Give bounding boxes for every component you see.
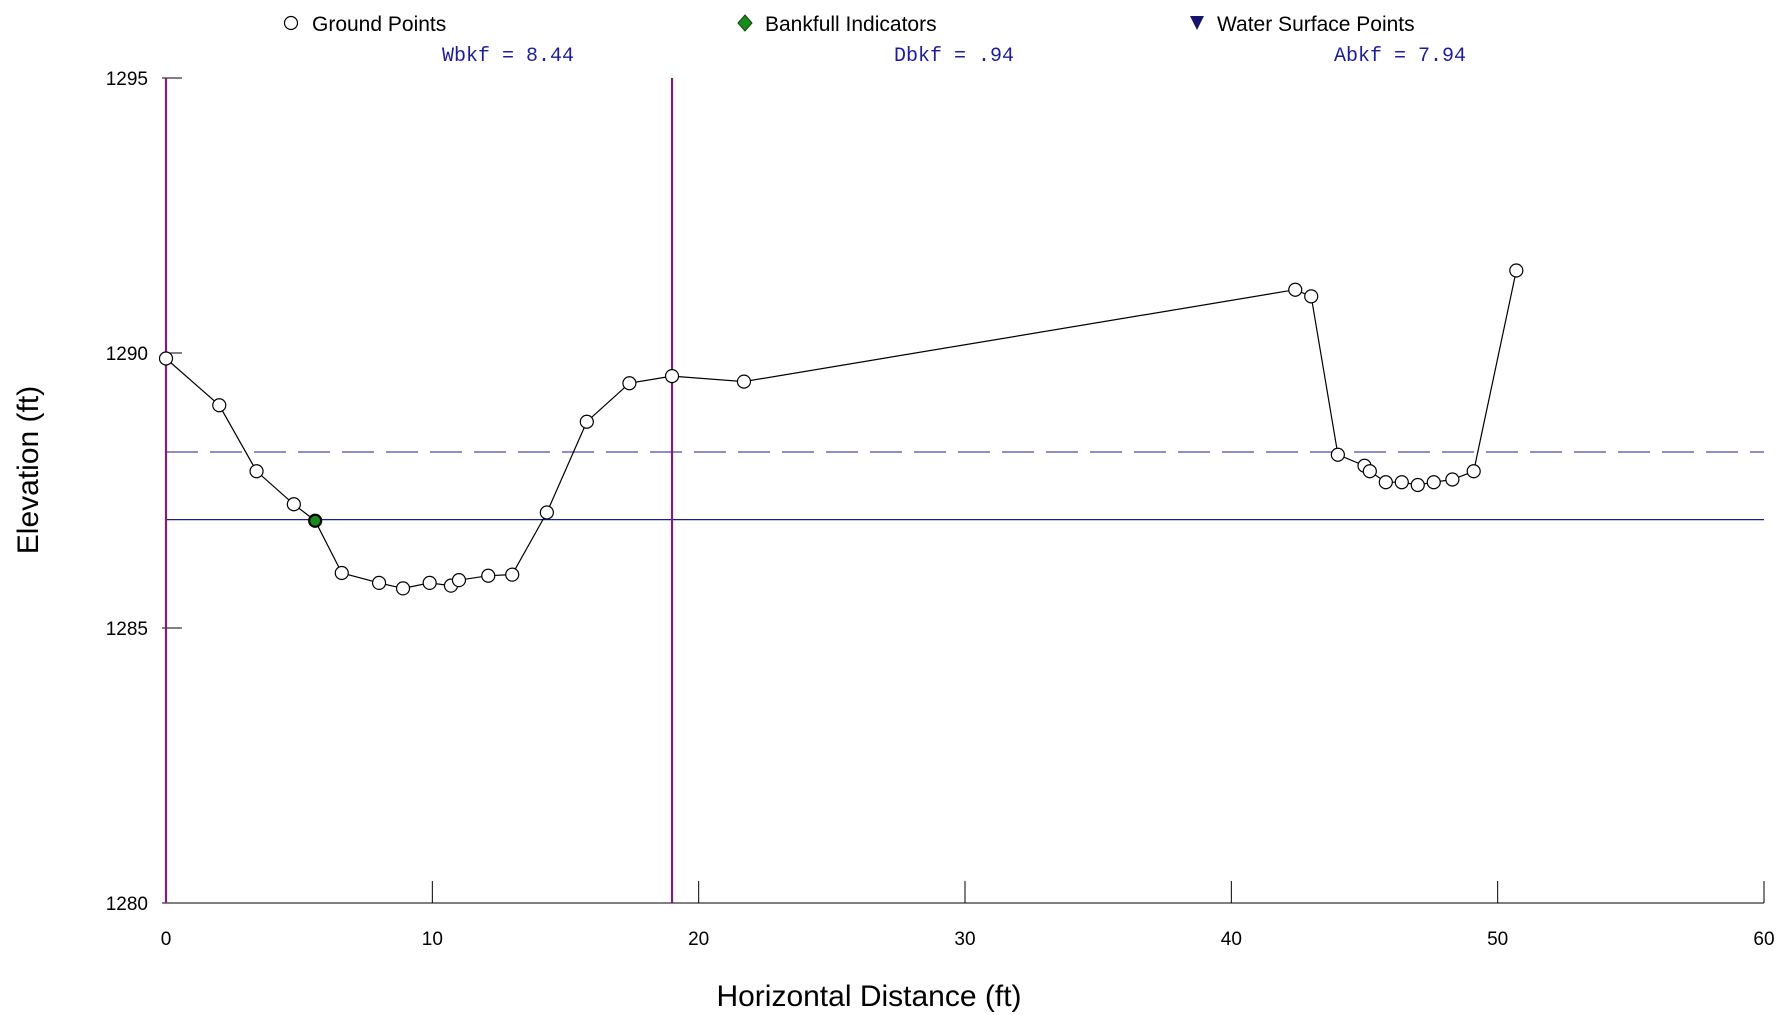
x-tick-label: 60	[1753, 929, 1774, 950]
ground-point	[1378, 475, 1393, 490]
ground-point	[422, 575, 437, 591]
bankfull-indicator-point	[309, 514, 322, 527]
ground-point	[451, 573, 467, 588]
ground-point	[1426, 475, 1441, 490]
ground-point	[1394, 475, 1409, 490]
ground-point	[664, 369, 680, 384]
y-axis-title: Elevation (ft)	[12, 386, 45, 554]
ground-point	[334, 565, 349, 581]
wbkf-stat: Wbkf = 8.44	[442, 45, 574, 68]
ground-point	[1304, 289, 1319, 304]
x-tick-label: 50	[1487, 929, 1508, 950]
ground-point	[1466, 464, 1481, 479]
x-tick-label: 30	[954, 929, 975, 950]
legend-ground-points: Ground Points	[312, 13, 446, 36]
ground-point	[371, 575, 387, 591]
ground-point	[1330, 447, 1345, 462]
y-tick-label: 1290	[106, 344, 148, 365]
ground-point	[212, 398, 227, 413]
bankfull-indicators-legend-icon	[737, 14, 753, 32]
ground-point	[158, 351, 174, 366]
series-layer	[158, 263, 1524, 596]
axes: 0 10 20 30 40 50 60 1280 1285 1290 1295	[106, 69, 1775, 950]
ground-point	[286, 497, 301, 512]
ground-point	[1509, 263, 1524, 278]
ground-point	[505, 567, 520, 582]
ground-point	[395, 581, 411, 596]
ground-point	[1410, 477, 1425, 493]
water-surface-points-legend-icon	[1190, 16, 1204, 30]
ground-point	[579, 414, 594, 429]
x-tick-label: 40	[1221, 929, 1242, 950]
ground-point	[1288, 282, 1303, 297]
x-tick-label: 0	[161, 929, 172, 950]
x-tick-label: 10	[422, 929, 443, 950]
ground-profile-line	[165, 270, 1517, 590]
legend: Ground Points Bankfull Indicators Water …	[283, 13, 1415, 36]
y-tick-label: 1285	[106, 619, 148, 640]
ground-points-legend-icon	[283, 15, 299, 31]
ground-point	[622, 376, 637, 391]
dbkf-stat: Dbkf = .94	[894, 45, 1014, 68]
legend-bankfull-indicators: Bankfull Indicators	[765, 13, 937, 36]
ground-point	[539, 505, 554, 520]
ground-point	[481, 568, 496, 583]
ground-point	[736, 374, 752, 389]
y-tick-label: 1280	[106, 894, 148, 915]
abkf-stat: Abkf = 7.94	[1334, 45, 1466, 68]
legend-water-surface-points: Water Surface Points	[1217, 13, 1415, 36]
x-axis-title: Horizontal Distance (ft)	[716, 980, 1021, 1013]
ground-point	[1362, 464, 1377, 479]
x-tick-label: 20	[688, 929, 709, 950]
ground-point	[1445, 472, 1460, 487]
y-tick-label: 1295	[106, 69, 148, 90]
ground-point	[249, 464, 264, 479]
reference-lines	[164, 78, 1764, 903]
